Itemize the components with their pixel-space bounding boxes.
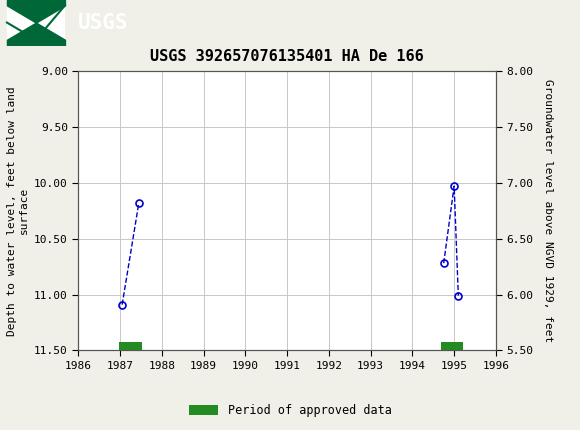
- Text: USGS: USGS: [78, 12, 129, 33]
- Title: USGS 392657076135401 HA De 166: USGS 392657076135401 HA De 166: [150, 49, 424, 64]
- Legend: Period of approved data: Period of approved data: [184, 399, 396, 422]
- Y-axis label: Depth to water level, feet below land
surface: Depth to water level, feet below land su…: [7, 86, 28, 335]
- Bar: [7, 6, 65, 40]
- Bar: [441, 342, 463, 350]
- Bar: [119, 342, 142, 350]
- Y-axis label: Groundwater level above NGVD 1929, feet: Groundwater level above NGVD 1929, feet: [543, 79, 553, 342]
